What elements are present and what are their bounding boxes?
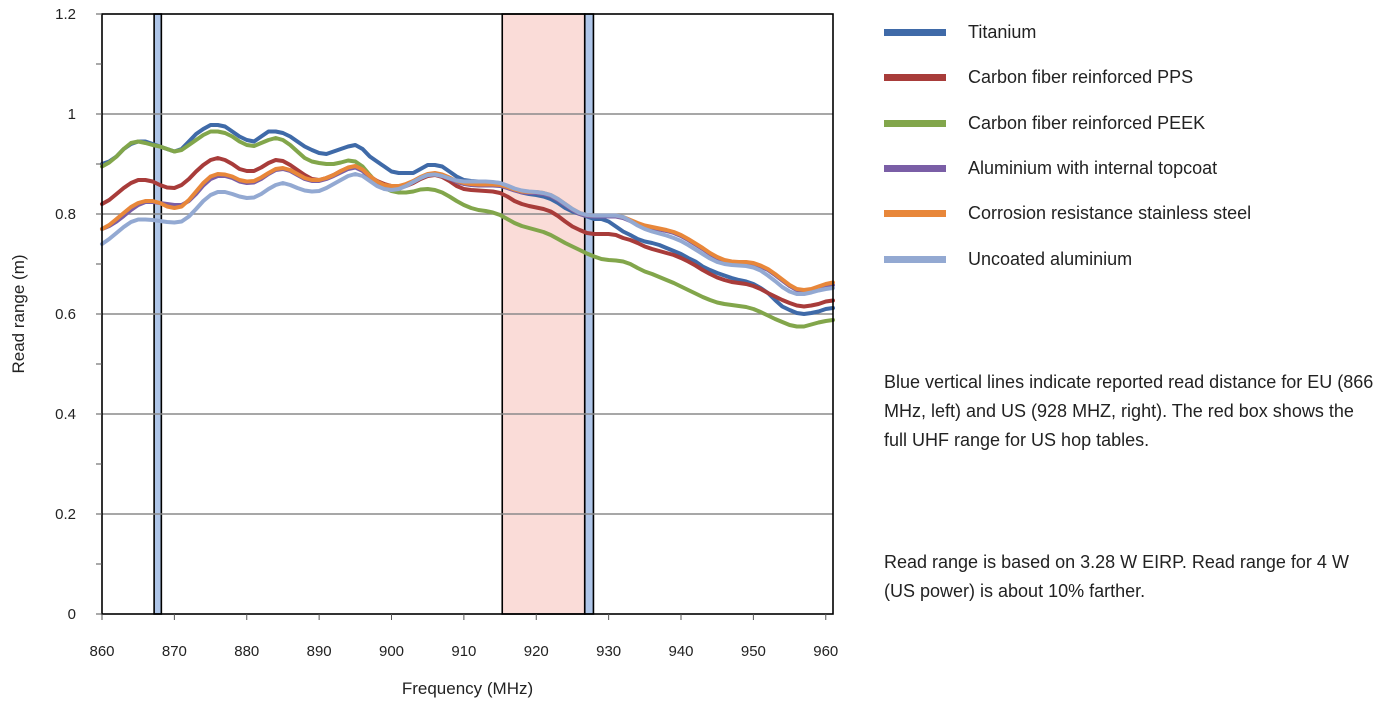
legend-label: Carbon fiber reinforced PPS: [968, 67, 1194, 88]
legend-item: Uncoated aluminium: [884, 236, 1374, 281]
series-line-carbon-fiber-reinforced-peek: [100, 129, 835, 329]
legend-label: Uncoated aluminium: [968, 248, 1133, 269]
legend-swatch: [884, 165, 946, 173]
y-tick-label: 0.8: [55, 206, 76, 223]
gridlines: [102, 113, 833, 515]
y-axis-title: Read range (m): [9, 254, 28, 373]
legend-swatch: [884, 210, 946, 218]
legend-swatch: [884, 119, 946, 127]
x-tick-label: 920: [524, 643, 549, 660]
x-tick-label: 930: [596, 643, 621, 660]
series-line-carbon-fiber-reinforced-pps: [100, 156, 835, 309]
legend-swatch: [884, 255, 946, 263]
note-text-bands: Blue vertical lines indicate reported re…: [884, 372, 1374, 450]
legend-label: Aluminium with internal topcoat: [968, 158, 1218, 179]
legend-label: Titanium: [968, 22, 1037, 43]
legend-item: Aluminium with internal topcoat: [884, 146, 1374, 191]
x-tick-label: 860: [89, 643, 114, 660]
legend-item: Carbon fiber reinforced PEEK: [884, 101, 1374, 146]
y-tick-label: 0.4: [55, 406, 76, 423]
x-tick-label: 870: [162, 643, 187, 660]
axis-ticks: 0 0.2 0.4 0.6 0.8 1 1.2 860 870 880 890 900 910 920 93…: [55, 6, 838, 660]
x-tick-label: 940: [668, 643, 693, 660]
legend-item: Carbon fiber reinforced PPS: [884, 55, 1374, 100]
note-text-power: Read range is based on 3.28 W EIRP. Read…: [884, 552, 1349, 601]
legend-swatch: [884, 74, 946, 82]
x-tick-label: 900: [379, 643, 404, 660]
legend-item: Corrosion resistance stainless steel: [884, 191, 1374, 236]
y-tick-label: 0: [68, 606, 76, 623]
legend-swatch: [884, 29, 946, 37]
x-tick-label: 950: [741, 643, 766, 660]
legend-item: Titanium: [884, 10, 1374, 55]
x-tick-label: 960: [813, 643, 838, 660]
series-lines: [100, 123, 835, 329]
y-tick-label: 1.2: [55, 6, 76, 23]
line-chart: 0 0.2 0.4 0.6 0.8 1 1.2 860 870 880 890 900 910 920 93…: [9, 6, 838, 698]
series-line-corrosion-resistance-stainless-steel: [100, 164, 835, 292]
series-line-aluminium-with-internal-topcoat: [100, 165, 835, 293]
x-tick-label: 910: [451, 643, 476, 660]
x-tick-label: 890: [307, 643, 332, 660]
series-line-uncoated-aluminium: [100, 172, 835, 296]
y-tick-label: 0.2: [55, 506, 76, 523]
x-axis-title: Frequency (MHz): [402, 679, 533, 698]
legend-label: Carbon fiber reinforced PEEK: [968, 112, 1206, 133]
legend-label: Corrosion resistance stainless steel: [968, 203, 1252, 224]
chart-legend: Titanium Carbon fiber reinforced PPS Carbo…: [884, 10, 1374, 282]
y-tick-label: 1: [68, 106, 76, 123]
series-line-titanium: [100, 123, 835, 316]
y-tick-label: 0.6: [55, 306, 76, 323]
x-tick-label: 880: [234, 643, 259, 660]
